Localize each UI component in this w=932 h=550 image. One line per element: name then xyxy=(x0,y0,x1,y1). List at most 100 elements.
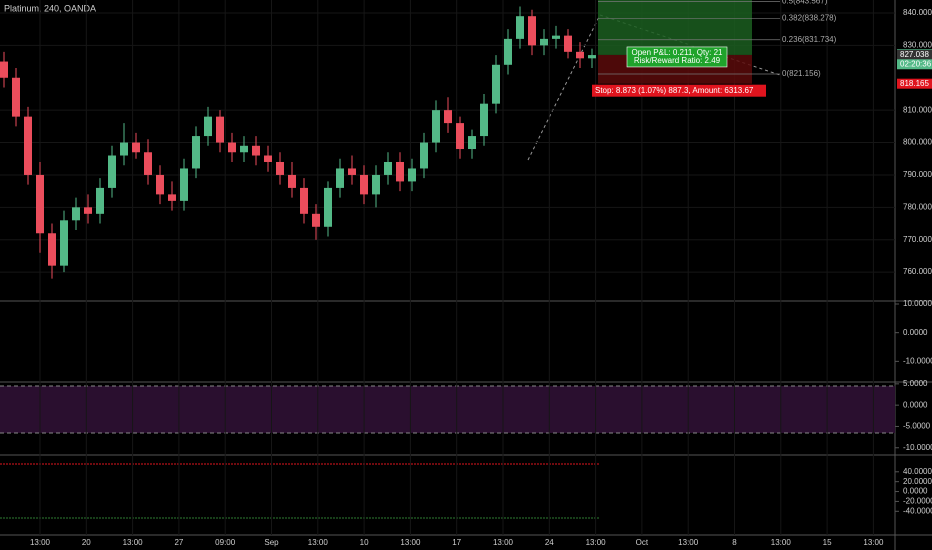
candle-body xyxy=(216,116,224,143)
trend-line xyxy=(527,14,601,161)
x-tick-label: 24 xyxy=(545,538,554,547)
candle-body xyxy=(12,77,20,117)
stop-label: Stop: 8.873 (1.07%) 887.3, Amount: 6313.… xyxy=(595,86,754,95)
candle-body xyxy=(84,207,92,214)
candle-body xyxy=(252,145,260,156)
candle-body xyxy=(156,174,164,195)
candle-body xyxy=(516,16,524,39)
x-tick-label: Oct xyxy=(636,538,649,547)
x-tick-label: 10 xyxy=(360,538,369,547)
x-tick-label: 13:00 xyxy=(30,538,51,547)
x-tick-label: 17 xyxy=(452,538,461,547)
candle-body xyxy=(324,187,332,227)
y-tick-label: 840.000 xyxy=(903,8,932,17)
x-tick-label: 8 xyxy=(732,538,737,547)
countdown-tag xyxy=(897,59,932,70)
candle-body xyxy=(372,174,380,195)
candle-body xyxy=(132,142,140,153)
price-tag-label: 827.038 xyxy=(900,50,929,59)
candle-body xyxy=(396,161,404,182)
candle-body xyxy=(228,142,236,153)
x-tick-label: 13:00 xyxy=(863,538,884,547)
fib-label: 0(821.156) xyxy=(782,69,821,78)
y-tick-label: -10.0000 xyxy=(903,356,932,365)
x-tick-label: Sep xyxy=(264,538,279,547)
y-tick-label: 0.0000 xyxy=(903,328,928,337)
chart-title: Platinum, 240, OANDA xyxy=(4,3,96,13)
candle-body xyxy=(588,55,596,59)
price-tag xyxy=(897,49,932,60)
candle-body xyxy=(336,168,344,188)
candle-body xyxy=(564,35,572,52)
candle-body xyxy=(264,155,272,162)
candle-body xyxy=(300,187,308,214)
fib-label: 0.236(831.734) xyxy=(782,35,837,44)
x-tick-label: 20 xyxy=(82,538,91,547)
rsi-band xyxy=(0,386,895,433)
candle-body xyxy=(192,136,200,169)
candle-body xyxy=(576,51,584,59)
y-tick-label: 790.000 xyxy=(903,170,932,179)
x-tick-label: 13:00 xyxy=(678,538,699,547)
y-tick-label: 770.000 xyxy=(903,235,932,244)
pnl-box xyxy=(626,46,728,68)
candle-body xyxy=(36,174,44,234)
y-tick-label: 20.0000 xyxy=(903,477,932,486)
candle-body xyxy=(288,174,296,188)
candle-body xyxy=(120,142,128,156)
candle-body xyxy=(552,35,560,39)
x-tick-label: 27 xyxy=(174,538,183,547)
fib-label: 0.382(838.278) xyxy=(782,14,837,23)
y-tick-label: 760.000 xyxy=(903,267,932,276)
y-tick-label: 810.000 xyxy=(903,105,932,114)
candle-body xyxy=(0,61,8,78)
candle-body xyxy=(180,168,188,201)
candle-body xyxy=(144,152,152,175)
candle-body xyxy=(24,116,32,175)
y-tick-label: 40.0000 xyxy=(903,467,932,476)
y-tick-label: -40.0000 xyxy=(903,506,932,515)
x-tick-label: 13:00 xyxy=(493,538,514,547)
candle-body xyxy=(456,123,464,150)
y-tick-label: 0.0000 xyxy=(903,400,928,409)
candle-body xyxy=(48,233,56,266)
candle-body xyxy=(528,16,536,46)
x-tick-label: 13:00 xyxy=(400,538,421,547)
x-tick-label: 09:00 xyxy=(215,538,236,547)
candle-body xyxy=(420,142,428,169)
fib-label: 0.5(843.567) xyxy=(782,0,828,6)
candle-body xyxy=(384,161,392,175)
candle-body xyxy=(168,194,176,201)
y-tick-label: 830.000 xyxy=(903,40,932,49)
y-tick-label: -10.0000 xyxy=(903,443,932,452)
x-tick-label: 13:00 xyxy=(123,538,144,547)
x-tick-label: 13:00 xyxy=(586,538,607,547)
rr-label: Risk/Reward Ratio: 2.49 xyxy=(634,56,721,65)
price-tag xyxy=(897,78,932,89)
stop-box xyxy=(592,84,766,97)
candle-body xyxy=(240,145,248,153)
candle-body xyxy=(468,136,476,150)
price-tag-label: 818.165 xyxy=(900,79,929,88)
candle-body xyxy=(408,168,416,182)
y-tick-label: 10.0000 xyxy=(903,299,932,308)
y-tick-label: -20.0000 xyxy=(903,497,932,506)
candle-body xyxy=(276,161,284,175)
candle-body xyxy=(312,213,320,227)
candle-body xyxy=(204,116,212,137)
candle-body xyxy=(360,174,368,195)
x-tick-label: 13:00 xyxy=(308,538,329,547)
candle-body xyxy=(432,110,440,143)
y-tick-label: 800.000 xyxy=(903,138,932,147)
x-tick-label: 15 xyxy=(823,538,832,547)
y-tick-label: 5.0000 xyxy=(903,379,928,388)
target-zone xyxy=(598,0,752,55)
candle-body xyxy=(60,220,68,266)
candle-body xyxy=(108,155,116,188)
y-tick-label: -5.0000 xyxy=(903,422,931,431)
candle-body xyxy=(444,110,452,124)
countdown-label: 02:20:36 xyxy=(900,59,932,68)
candle-body xyxy=(72,207,80,221)
y-tick-label: 780.000 xyxy=(903,202,932,211)
